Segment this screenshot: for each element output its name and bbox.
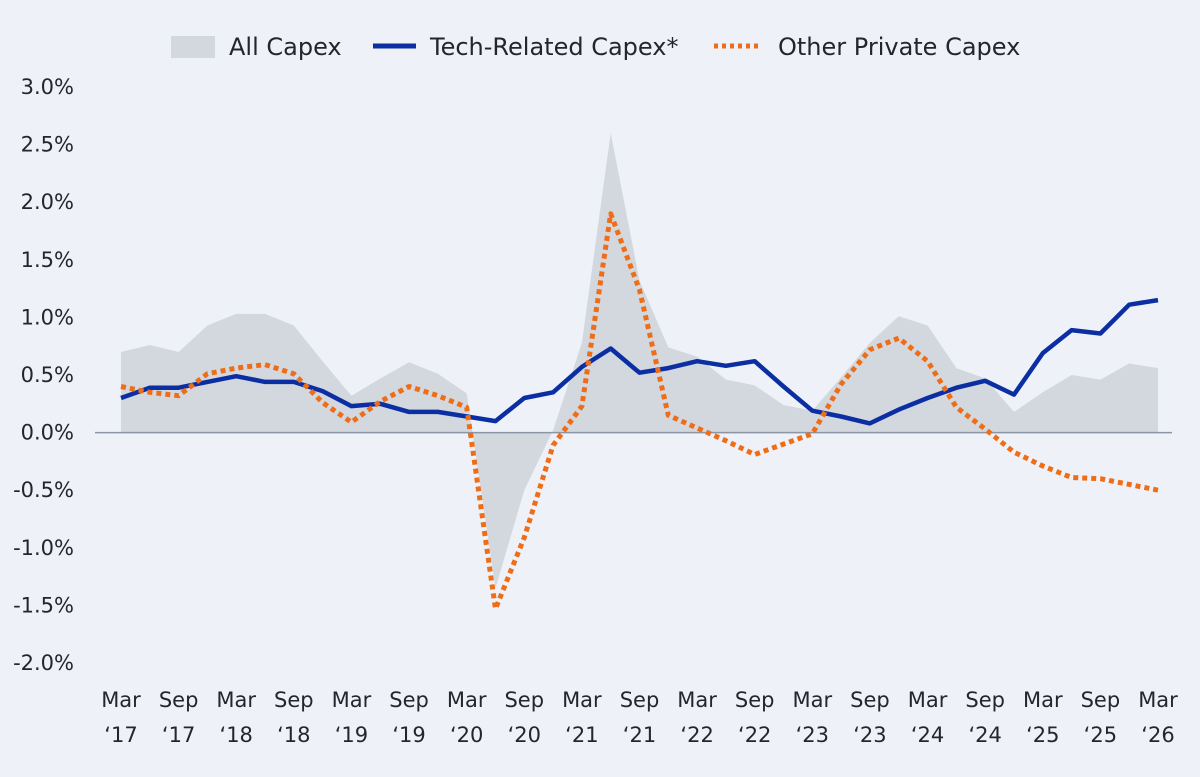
x-tick-month: Mar (908, 688, 948, 712)
y-tick-label: -0.5% (13, 478, 74, 502)
x-tick-year: ‘17 (104, 723, 137, 747)
x-tick-month: Sep (620, 688, 660, 712)
series-line-other-capex (120, 211, 1159, 612)
y-tick-label: -1.5% (13, 593, 74, 617)
y-tick-label: -1.0% (13, 536, 74, 560)
y-tick-label: -2.0% (13, 651, 74, 675)
x-tick-year: ‘21 (565, 723, 598, 747)
x-tick-month: Sep (735, 688, 775, 712)
x-tick-month: Sep (850, 688, 890, 712)
x-axis-ticks: Mar ‘17 Sep ‘17 Mar ‘18 Sep ‘18 Mar ‘19 Sep ‘19 Mar ‘… (101, 688, 1178, 747)
legend: All Capex Tech-Related Capex* Other Priv… (171, 33, 1020, 61)
y-tick-label: 0.0% (21, 421, 74, 445)
x-tick-year: ‘26 (1141, 723, 1174, 747)
y-axis-ticks: 3.0% 2.5% 2.0% 1.5% 1.0% 0.5% 0.0% -0.5% -1.0% -1… (13, 75, 74, 675)
x-tick-year: ‘20 (508, 723, 541, 747)
x-tick-month: Mar (677, 688, 717, 712)
x-tick-month: Mar (1023, 688, 1063, 712)
x-tick-month: Sep (159, 688, 199, 712)
series-area-all-capex (121, 133, 1158, 589)
x-tick-year: ‘23 (796, 723, 829, 747)
x-tick-year: ‘17 (162, 723, 195, 747)
legend-label-tech-capex: Tech-Related Capex* (429, 33, 678, 61)
series-lines-layer (120, 211, 1159, 612)
legend-swatch-all-capex (171, 36, 215, 58)
x-tick-month: Mar (332, 688, 372, 712)
x-tick-month: Sep (504, 688, 544, 712)
x-tick-year: ‘25 (1084, 723, 1117, 747)
x-tick-year: ‘25 (1026, 723, 1059, 747)
x-tick-month: Mar (101, 688, 141, 712)
x-tick-year: ‘19 (335, 723, 368, 747)
x-tick-year: ‘19 (392, 723, 425, 747)
y-tick-label: 0.5% (21, 363, 74, 387)
x-tick-year: ‘22 (738, 723, 771, 747)
x-tick-year: ‘18 (220, 723, 253, 747)
x-tick-year: ‘24 (968, 723, 1001, 747)
x-tick-year: ‘22 (680, 723, 713, 747)
all-capex-area-layer (121, 133, 1158, 589)
x-tick-month: Sep (274, 688, 314, 712)
series-line-tech-capex (120, 297, 1159, 426)
x-tick-month: Sep (389, 688, 429, 712)
y-tick-label: 1.0% (21, 305, 74, 329)
x-tick-year: ‘21 (623, 723, 656, 747)
legend-label-all-capex: All Capex (229, 33, 342, 61)
x-tick-year: ‘20 (450, 723, 483, 747)
legend-label-other-capex: Other Private Capex (778, 33, 1020, 61)
x-tick-month: Sep (965, 688, 1005, 712)
x-tick-month: Mar (1138, 688, 1178, 712)
x-tick-year: ‘23 (853, 723, 886, 747)
x-tick-month: Mar (447, 688, 487, 712)
x-tick-month: Mar (793, 688, 833, 712)
x-tick-month: Sep (1081, 688, 1121, 712)
y-tick-label: 2.0% (21, 190, 74, 214)
x-tick-month: Mar (216, 688, 256, 712)
x-tick-year: ‘24 (911, 723, 944, 747)
y-tick-label: 2.5% (21, 133, 74, 157)
x-tick-month: Mar (562, 688, 602, 712)
x-tick-year: ‘18 (277, 723, 310, 747)
y-tick-label: 1.5% (21, 248, 74, 272)
y-tick-label: 3.0% (21, 75, 74, 99)
